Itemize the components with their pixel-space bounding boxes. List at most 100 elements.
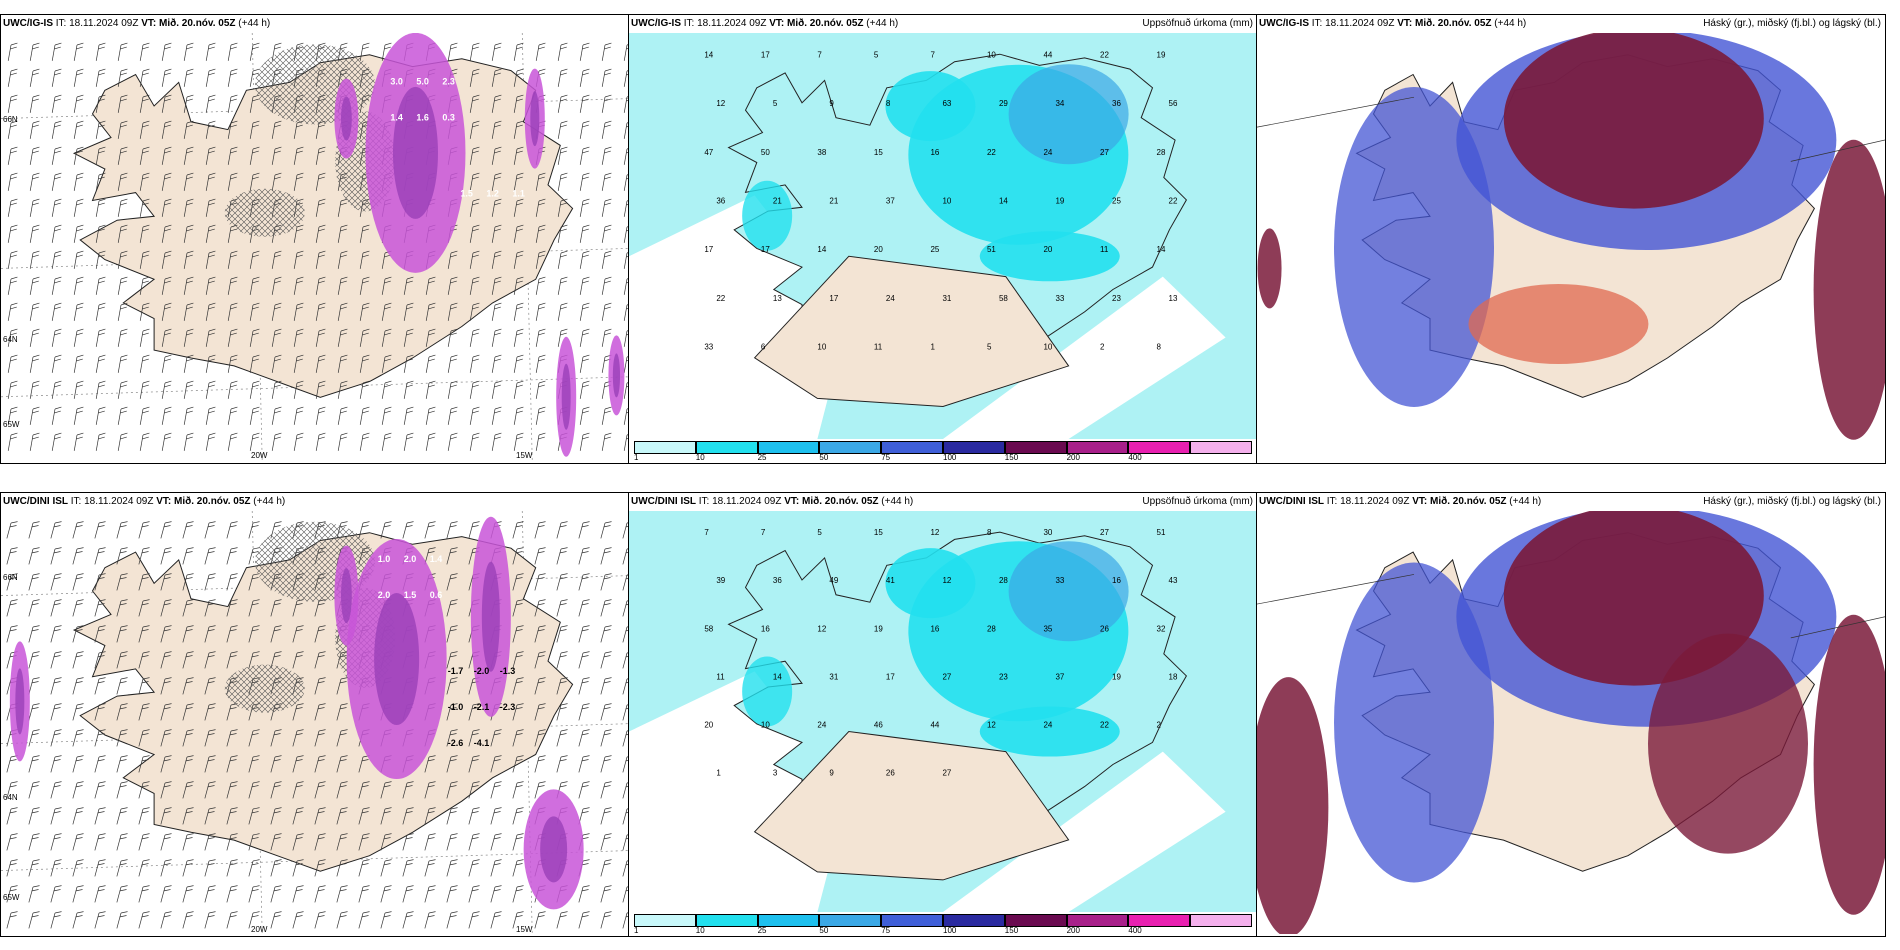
- barb-flag: [450, 651, 458, 654]
- barb-staff: [314, 782, 320, 799]
- barb-staff: [249, 70, 254, 87]
- barb-flag: [76, 306, 83, 310]
- barb-flag: [560, 332, 567, 336]
- barb-staff: [249, 356, 254, 373]
- barb-flag: [251, 785, 259, 788]
- barb-staff: [29, 148, 34, 165]
- barb-staff: [579, 200, 584, 217]
- barb-staff: [380, 912, 386, 929]
- barb-staff: [447, 408, 452, 425]
- barb-staff: [72, 522, 78, 539]
- barb-flag: [560, 547, 568, 550]
- barb-staff: [139, 304, 144, 321]
- barb-staff: [161, 122, 166, 139]
- barb-staff: [578, 912, 584, 929]
- barb-flag: [295, 707, 303, 710]
- barb-flag: [9, 785, 17, 788]
- barb-flag: [142, 94, 150, 98]
- barb-flag: [208, 124, 215, 128]
- barb-flag: [450, 436, 457, 440]
- barb-flag: [362, 885, 370, 888]
- wind-barb: [292, 703, 304, 721]
- barb-staff: [557, 304, 562, 321]
- barb-flag: [318, 833, 326, 836]
- barb-flag: [406, 833, 414, 836]
- barb-flag: [604, 781, 612, 784]
- barb-staff: [94, 782, 100, 799]
- barb-flag: [560, 703, 568, 706]
- barb-staff: [248, 548, 254, 565]
- barb-flag: [230, 380, 238, 384]
- barb-flag: [98, 703, 106, 706]
- barb-flag: [340, 807, 348, 810]
- barb-flag: [516, 42, 524, 46]
- precip-value: 23: [999, 672, 1008, 681]
- barb-flag: [229, 837, 237, 840]
- value-label: 0.6: [430, 590, 443, 600]
- barb-staff: [512, 704, 518, 721]
- wind-barb: [446, 625, 458, 643]
- barb-flag: [207, 629, 215, 632]
- barb-flag: [10, 42, 18, 46]
- barb-staff: [270, 860, 276, 877]
- barb-flag: [10, 228, 17, 232]
- wind-barb: [578, 911, 590, 929]
- wind-barb: [535, 432, 546, 451]
- barb-staff: [139, 174, 144, 191]
- wind-barb: [534, 911, 546, 929]
- barb-staff: [227, 174, 232, 191]
- barb-flag: [208, 651, 216, 654]
- barb-flag: [185, 733, 193, 736]
- colorbar-swatch: [1128, 441, 1191, 454]
- barb-staff: [227, 382, 232, 399]
- barb-flag: [207, 655, 215, 658]
- barb-flag: [450, 573, 458, 576]
- barb-flag: [76, 599, 84, 602]
- barb-flag: [10, 280, 17, 284]
- barb-flag: [141, 837, 149, 840]
- barb-flag: [406, 885, 414, 888]
- barb-staff: [51, 304, 56, 321]
- barb-staff: [314, 730, 320, 747]
- wind-barb: [249, 146, 260, 165]
- barb-staff: [50, 704, 56, 721]
- barb-flag: [538, 354, 546, 358]
- wind-barb: [556, 729, 568, 747]
- barb-staff: [271, 434, 276, 451]
- barb-flag: [142, 436, 149, 440]
- barb-flag: [119, 915, 127, 918]
- barb-flag: [164, 228, 171, 232]
- barb-staff: [29, 226, 34, 243]
- barb-flag: [449, 629, 457, 632]
- valid-time: Mið. 20.nóv. 05Z: [802, 496, 879, 507]
- barb-staff: [381, 408, 386, 425]
- barb-flag: [54, 625, 62, 628]
- barb-staff: [183, 382, 188, 399]
- wind-barb: [315, 146, 326, 165]
- wind-barb: [600, 573, 612, 591]
- barb-flag: [406, 302, 414, 306]
- barb-staff: [139, 148, 144, 165]
- barb-staff: [161, 226, 166, 243]
- barb-flag: [449, 577, 457, 580]
- wind-barb: [315, 354, 326, 373]
- wind-barb: [271, 406, 282, 425]
- barb-staff: [402, 782, 408, 799]
- barb-flag: [31, 785, 39, 788]
- barb-flag: [98, 406, 106, 410]
- barb-flag: [251, 759, 259, 762]
- barb-staff: [491, 226, 496, 243]
- barb-flag: [318, 859, 326, 862]
- barb-staff: [337, 200, 342, 217]
- barb-staff: [226, 548, 232, 565]
- barb-staff: [556, 652, 562, 669]
- barb-staff: [600, 730, 606, 747]
- barb-flag: [274, 432, 282, 436]
- barb-flag: [186, 280, 193, 284]
- precip-band-core: [15, 668, 25, 735]
- barb-staff: [182, 626, 188, 643]
- barb-flag: [252, 358, 259, 362]
- precip-area: [885, 548, 976, 619]
- barb-flag: [186, 677, 194, 680]
- barb-staff: [160, 834, 166, 851]
